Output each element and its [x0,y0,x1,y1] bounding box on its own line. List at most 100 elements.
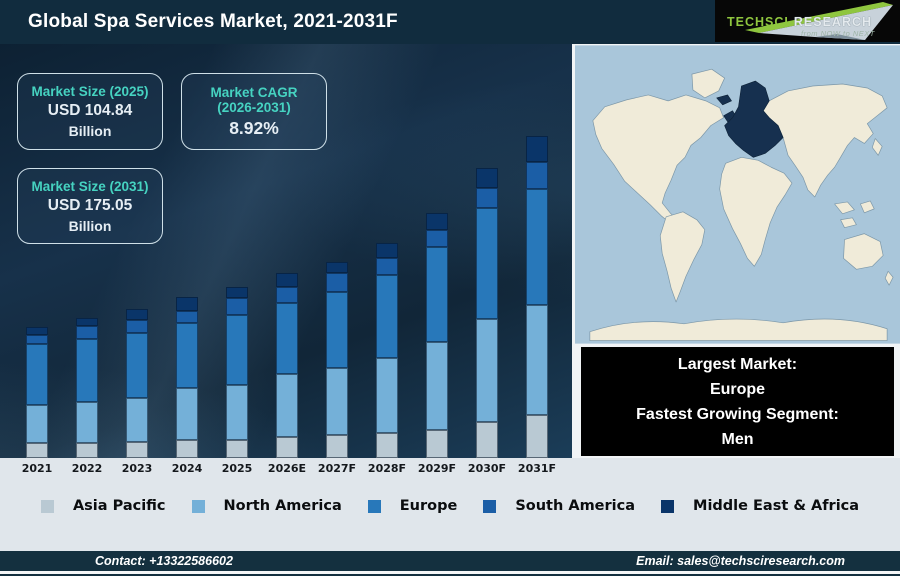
world-map [575,44,900,345]
logo-arrow-icon [745,2,893,40]
x-axis-label-2021: 2021 [21,462,53,475]
bar-2028F [376,243,398,458]
page-title: Global Spa Services Market, 2021-2031F [28,11,398,32]
logo-wordmark: TechSci Research [727,15,872,29]
bar-segment-north-america [526,305,548,415]
legend-label: North America [223,498,342,514]
bar-segment-asia-pacific [276,437,298,458]
market-size-2025-box: Market Size (2025) USD 104.84 Billion [17,73,163,150]
bar-2024 [176,297,198,458]
bar-segment-middle-east-africa [176,297,198,311]
bar-2030F [476,168,498,458]
bar-segment-europe [276,303,298,374]
bar-segment-middle-east-africa [26,327,48,335]
bar-segment-south-america [276,287,298,303]
bar-segment-north-america [276,374,298,437]
chart-panel: Market Size (2025) USD 104.84 Billion Ma… [0,44,572,458]
map-region-europe [716,80,784,158]
bar-segment-south-america [426,230,448,247]
x-axis-label-2028F: 2028F [367,462,407,475]
bar-segment-north-america [426,342,448,430]
market-size-2025-unit: Billion [68,123,112,139]
footer-bar: Contact: +13322586602 Email: sales@techs… [0,551,900,576]
bar-segment-europe [76,339,98,402]
bar-segment-south-america [176,311,198,323]
bar-segment-north-america [226,385,248,440]
brand-logo: TechSci Research from NOW to NEXT [715,0,900,42]
x-axis-label-2029F: 2029F [417,462,457,475]
bar-segment-south-america [376,258,398,275]
x-axis: 2021 2022 2023 2024 2025 2026E 2027F 2028F 2029F… [0,458,572,480]
bar-segment-europe [176,323,198,388]
x-axis-label-2025: 2025 [221,462,253,475]
bar-segment-europe [426,247,448,342]
bar-segment-asia-pacific [476,422,498,458]
fastest-segment-value: Men [721,430,754,448]
bar-segment-asia-pacific [376,433,398,458]
market-size-2031-box: Market Size (2031) USD 175.05 Billion [17,168,163,244]
footer-divider [0,571,900,574]
bar-segment-north-america [126,398,148,442]
market-cagr-label-line2: (2026-2031) [217,99,291,115]
x-axis-label-2031F: 2031F [517,462,557,475]
bar-segment-south-america [526,162,548,189]
market-size-2031-value: USD 175.05 [47,196,133,214]
legend-label: Middle East & Africa [693,498,860,514]
bar-segment-south-america [226,298,248,315]
legend-swatch [483,499,497,513]
x-axis-label-2024: 2024 [171,462,203,475]
legend-swatch [661,499,675,513]
market-highlight-box: Largest Market: Europe Fastest Growing S… [581,347,894,456]
bar-segment-asia-pacific [126,442,148,458]
market-size-2031-unit: Billion [68,217,112,234]
bar-segment-europe [226,315,248,385]
bar-segment-asia-pacific [226,440,248,458]
bar-segment-north-america [376,358,398,433]
bar-segment-south-america [126,320,148,333]
map-column: Largest Market: Europe Fastest Growing S… [572,44,900,458]
largest-market-label: Largest Market: [677,355,798,373]
market-cagr-value: 8.92% [229,117,279,138]
bar-segment-north-america [476,319,498,422]
legend-item-south-america: South America [483,498,635,514]
x-axis-label-2026E: 2026E [267,462,307,475]
stacked-bar-chart [0,44,572,458]
bar-segment-north-america [176,388,198,440]
bar-segment-europe [476,208,498,319]
bar-segment-middle-east-africa [326,262,348,273]
x-axis-label-2027F: 2027F [317,462,357,475]
logo-brand-secondary: Research [793,15,873,29]
market-size-2031-label: Market Size (2031) [31,178,149,194]
market-cagr-box: Market CAGR (2026-2031) 8.92% [181,73,327,150]
market-cagr-label-line1: Market CAGR [210,84,298,100]
legend-item-middle-east-africa: Middle East & Africa [661,498,859,514]
bar-segment-south-america [326,273,348,292]
largest-market-value: Europe [709,380,766,398]
bar-segment-north-america [326,368,348,435]
legend-label: Europe [399,498,458,514]
bar-segment-middle-east-africa [376,243,398,258]
bar-segment-middle-east-africa [526,136,548,162]
legend-item-europe: Europe [367,498,458,514]
fastest-segment-label: Fastest Growing Segment: [636,405,839,423]
legend-label: South America [515,498,636,514]
logo-tagline: from NOW to NEXT [801,29,875,38]
bar-2031F [526,136,548,458]
world-map-image [575,45,900,344]
bar-segment-asia-pacific [426,430,448,458]
legend-swatch [367,499,381,513]
footer-email: Email: sales@techsciresearch.com [636,554,845,568]
bar-segment-asia-pacific [26,443,48,458]
bar-segment-middle-east-africa [476,168,498,188]
chart-legend: Asia Pacific North America Europe South Ame… [0,486,900,526]
x-axis-label-2030F: 2030F [467,462,507,475]
logo-brand-primary: TechSci [727,15,789,29]
bar-segment-europe [126,333,148,398]
bar-segment-asia-pacific [176,440,198,458]
legend-label: Asia Pacific [72,498,166,514]
bar-2022 [76,318,98,458]
bar-segment-asia-pacific [326,435,348,458]
bar-segment-europe [376,275,398,358]
bar-segment-middle-east-africa [226,287,248,298]
bar-segment-south-america [76,326,98,339]
